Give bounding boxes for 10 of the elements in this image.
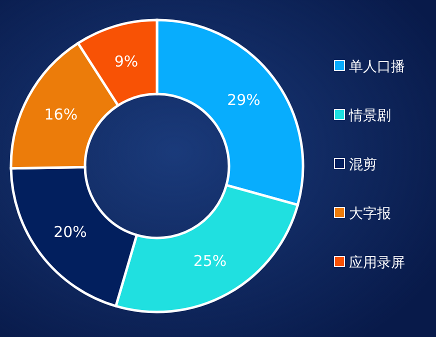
legend-label: 应用录屏: [349, 255, 405, 271]
legend-label: 单人口播: [349, 59, 405, 75]
legend-label: 情景剧: [348, 108, 391, 124]
data-label: 29%: [227, 90, 260, 109]
data-label: 16%: [44, 106, 78, 124]
data-label: 9%: [114, 52, 138, 70]
legend-label: 大字报: [349, 206, 391, 222]
data-label: 25%: [193, 252, 227, 270]
legend-label: 混剪: [349, 157, 377, 173]
data-label: 20%: [54, 223, 87, 242]
